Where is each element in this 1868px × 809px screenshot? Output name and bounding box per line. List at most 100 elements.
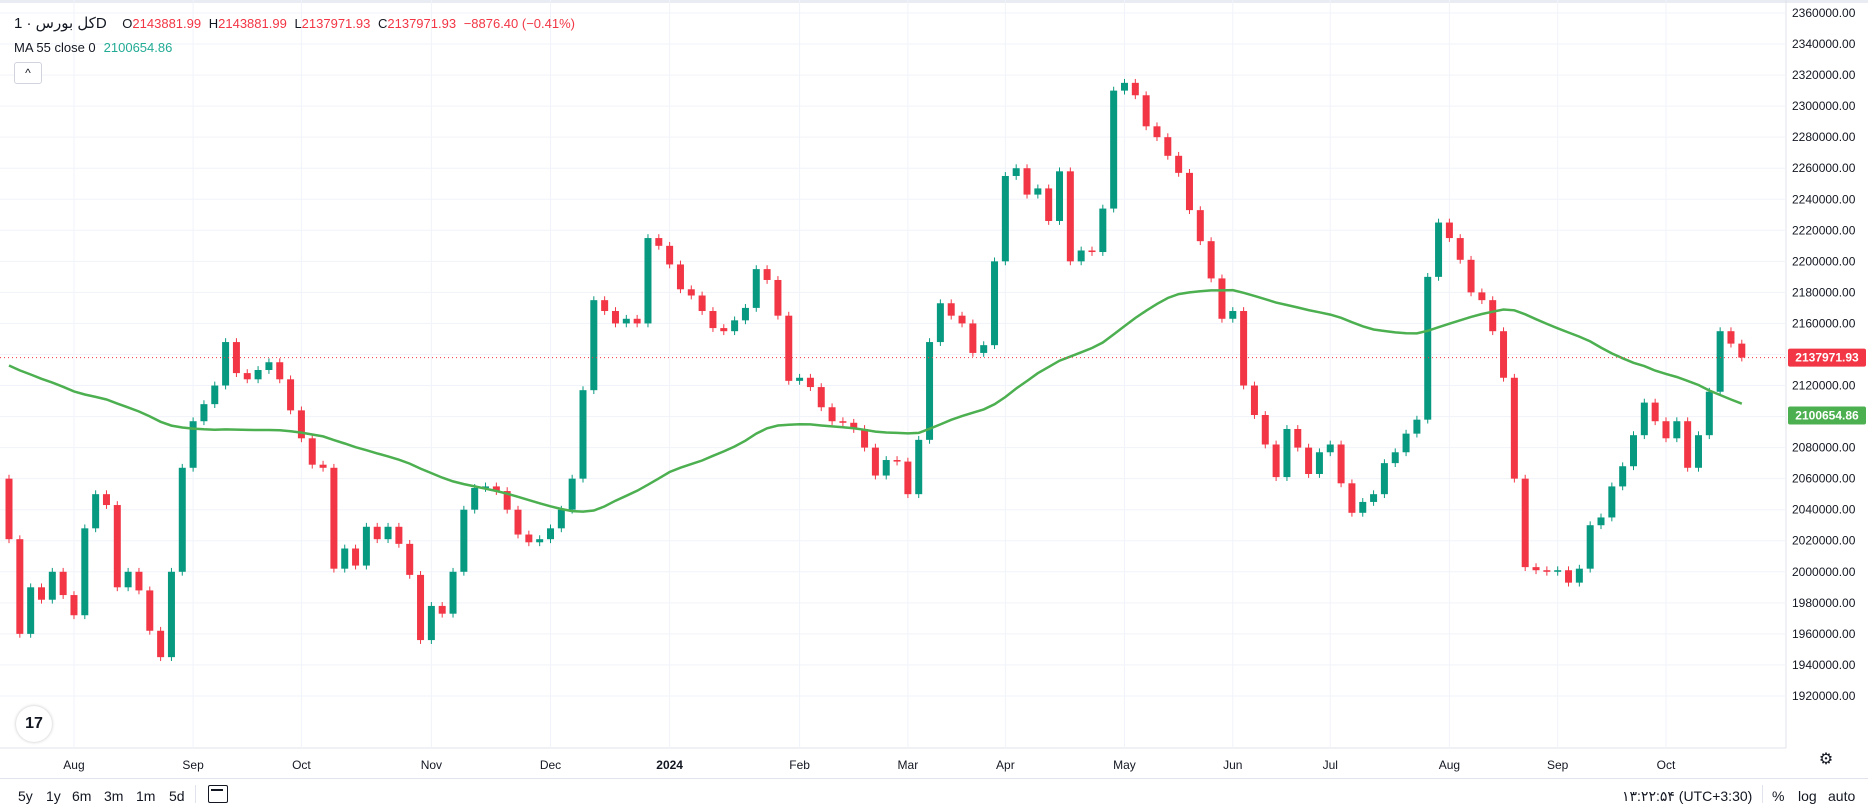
candle-body [373,526,381,540]
candle-body [1359,501,1367,513]
range-3m-button[interactable]: 3m [104,788,124,804]
x-tick-label: Oct [292,758,311,772]
x-tick-label: Jul [1323,758,1338,772]
log-toggle[interactable]: log [1798,788,1817,804]
candle-body [644,238,652,324]
ma-price-tag-text: 2100654.86 [1795,409,1859,423]
candle-body [1500,331,1508,378]
candle-body [655,238,663,246]
candle-body [124,571,132,588]
y-tick-label: 2060000.00 [1792,472,1856,486]
candles [5,78,1746,662]
y-tick-label: 2360000.00 [1792,6,1856,20]
candle-body [785,315,793,381]
x-tick-label: Mar [898,758,919,772]
candle-body [741,307,749,321]
range-6m-button[interactable]: 6m [72,788,92,804]
candle-body [980,345,988,353]
y-tick-label: 2040000.00 [1792,503,1856,517]
candle-body [157,630,165,658]
bottom-toolbar: 5y 1y 6m 3m 1m 5d ۱۳:۲۲:۵۴ (UTC+3:30) % … [0,778,1868,809]
x-tick-label: Aug [1439,758,1460,772]
candle-body [666,245,674,265]
candle-body [254,370,262,380]
candle-body [81,528,89,616]
candle-body [1694,435,1702,468]
open-label: O [122,16,133,31]
candle-body [1651,402,1659,422]
top-border [0,0,1868,3]
candle-body [146,590,154,631]
gear-icon[interactable]: ⚙ [1818,751,1834,768]
candle-body [5,478,13,540]
legend-ma[interactable]: MA 55 close 0 2100654.86 [14,40,172,55]
candle-body [1110,90,1118,209]
grid [0,0,1868,749]
candle-body [265,362,273,370]
y-tick-label: 1940000.00 [1792,658,1856,672]
price-tags: 2137971.93 2100654.86 [1788,348,1866,425]
candle-body [904,461,912,495]
candle-body [1012,168,1020,176]
x-tick-label: Sep [1547,758,1569,772]
collapse-legend-button[interactable]: ^ [14,62,42,84]
auto-toggle[interactable]: auto [1828,788,1856,804]
candle-body [1510,377,1518,479]
candle-body [611,311,619,324]
candle-body [417,574,425,641]
candle-body [1435,222,1443,277]
candle-body [1099,208,1107,253]
candle-body [1218,278,1226,319]
high-value: 2143881.99 [218,16,287,31]
candle-body [687,289,695,296]
symbol-title[interactable]: کل بورس · 1D [14,15,107,32]
candle-body [92,494,100,529]
candle-body [590,300,598,391]
candle-body [1738,343,1746,358]
candle-body [1413,419,1421,434]
candle-body [763,269,771,280]
last-price-tag-text: 2137971.93 [1795,351,1859,365]
range-1y-button[interactable]: 1y [46,788,61,804]
candle-body [135,571,143,591]
y-tick-label: 2180000.00 [1792,285,1856,299]
range-1m-button[interactable]: 1m [136,788,156,804]
candle-body [1077,250,1085,262]
candle-body [969,323,977,353]
candle-body [471,487,479,510]
candle-body [1402,433,1410,453]
candle-body [189,421,197,468]
candle-body [330,467,338,569]
tradingview-logo-icon[interactable]: 17 [16,706,52,742]
candle-body [514,509,522,535]
candle-body [1088,250,1096,253]
candle-body [1619,466,1627,487]
x-tick-label: May [1113,758,1136,772]
y-tick-label: 2340000.00 [1792,37,1856,51]
candle-body [1456,238,1464,260]
candle-body [1608,486,1616,518]
candle-body [1478,292,1486,301]
candle-body [731,320,739,332]
ma-label: MA 55 close 0 [14,40,96,55]
calendar-goto-icon[interactable] [208,785,228,803]
candle-body [1467,259,1475,293]
range-5d-button[interactable]: 5d [169,788,185,804]
clock[interactable]: ۱۳:۲۲:۵۴ (UTC+3:30) [1622,788,1753,804]
percent-toggle[interactable]: % [1772,788,1785,804]
range-5y-button[interactable]: 5y [18,788,33,804]
candle-body [406,543,414,575]
y-tick-label: 1960000.00 [1792,627,1856,641]
candle-body [991,261,999,346]
change-value: −8876.40 (−0.41%) [463,16,575,31]
candle-body [579,390,587,479]
candle-body [958,315,966,324]
candle-body [536,539,544,543]
candle-body [1630,435,1637,467]
candle-body [113,505,121,588]
candle-body [709,311,717,329]
candle-body [1575,568,1583,583]
candle-body [308,438,316,465]
x-tick-label: Feb [789,758,810,772]
